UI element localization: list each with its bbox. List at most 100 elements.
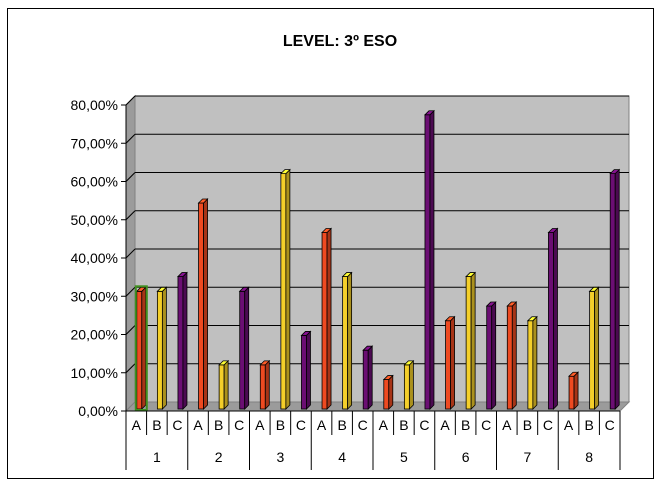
bar-front: [506, 305, 513, 410]
bar-side: [388, 374, 394, 410]
y-tick-label: 30,00%: [71, 288, 118, 304]
bar-top: [423, 110, 435, 116]
bar-highlight: [134, 285, 148, 411]
x-group-label: 4: [338, 449, 346, 465]
bar: [279, 168, 291, 410]
x-category-label: C: [543, 417, 553, 433]
x-category-label: B: [152, 417, 161, 433]
bar-side: [285, 168, 291, 410]
x-category-label: C: [358, 417, 368, 433]
bar: [300, 330, 312, 410]
bar: [423, 109, 435, 410]
bar-top: [506, 301, 518, 307]
bars: [134, 109, 621, 411]
bar-front: [589, 290, 596, 410]
x-group-label: 6: [462, 449, 470, 465]
y-tick-label: 50,00%: [71, 212, 118, 228]
bar-side: [532, 315, 538, 410]
bar: [547, 227, 559, 410]
bar-side: [306, 330, 311, 410]
bar-side: [244, 286, 250, 410]
bar: [382, 374, 394, 410]
bar: [362, 345, 374, 410]
bar-side: [470, 271, 476, 410]
x-category-label: B: [523, 417, 532, 433]
bar-side: [367, 345, 373, 410]
bar-side: [573, 371, 579, 410]
x-group-label: 8: [585, 449, 593, 465]
y-tick-label: 0,00%: [78, 403, 118, 419]
x-category-label: B: [461, 417, 470, 433]
x-category-label: C: [172, 417, 182, 433]
bar-top: [176, 272, 188, 277]
bar-side: [553, 227, 558, 410]
x-group-label: 5: [400, 449, 408, 465]
bar-front: [136, 290, 143, 410]
x-category-label: A: [502, 417, 512, 433]
bar-top: [300, 331, 312, 336]
bar-top: [526, 316, 538, 322]
x-category-label: C: [481, 417, 491, 433]
bar: [526, 315, 538, 410]
gridline-side: [125, 95, 136, 106]
bar-front: [259, 364, 266, 410]
bar-top: [403, 360, 415, 366]
bar-side: [491, 301, 497, 410]
bar-side: [429, 109, 435, 410]
bar-top: [197, 198, 209, 204]
bar-front: [527, 320, 534, 410]
bar: [156, 286, 168, 410]
bar-front: [548, 232, 554, 410]
gridline-side: [125, 363, 136, 374]
x-axis: A B C A B C A B C A B C A B C A B C A B C A B C1 2 3 4 5 6 7 8: [125, 410, 621, 470]
x-category-label: B: [584, 417, 593, 433]
y-tick-label: 60,00%: [71, 174, 118, 190]
bar-top: [321, 228, 333, 233]
x-category-label: A: [564, 417, 574, 433]
y-tick-label: 20,00%: [71, 327, 118, 343]
x-category-label: C: [605, 417, 615, 433]
bar-side: [223, 359, 229, 410]
x-category-label: A: [193, 417, 203, 433]
gridline-side: [125, 172, 136, 182]
x-group-label: 1: [153, 449, 161, 465]
bar-front: [239, 290, 246, 410]
bar-top: [609, 169, 621, 175]
bar-top: [382, 375, 394, 380]
x-category-label: A: [255, 417, 265, 433]
bar: [588, 286, 600, 410]
bar-side: [264, 359, 270, 410]
bar-front: [177, 276, 184, 410]
x-category-label: B: [214, 417, 223, 433]
bar-top: [485, 301, 497, 307]
bar: [321, 227, 333, 410]
bar-top: [238, 286, 250, 292]
bar-top: [588, 286, 600, 292]
bar-side: [450, 315, 455, 410]
x-category-label: C: [419, 417, 429, 433]
bar-front: [218, 364, 225, 410]
bar-side: [326, 227, 332, 410]
chart-title: LEVEL: 3º ESO: [283, 33, 397, 50]
x-category-label: B: [399, 417, 408, 433]
bar: [341, 271, 353, 410]
gridline-side: [125, 325, 136, 335]
bar-front: [609, 173, 616, 410]
bar-top: [341, 272, 353, 277]
bar: [238, 286, 250, 410]
bar: [403, 359, 415, 410]
bar-top: [279, 169, 291, 175]
x-category-label: A: [132, 417, 142, 433]
bar: [506, 301, 518, 410]
x-category-label: C: [234, 417, 244, 433]
bar-front: [280, 173, 287, 410]
bar-front: [156, 290, 163, 410]
x-category-label: B: [337, 417, 346, 433]
gridline-side: [125, 133, 136, 144]
bar-front: [342, 276, 349, 410]
y-tick-label: 40,00%: [71, 250, 118, 266]
y-axis: 0,00% 10,00% 20,00% 30,00% 40,00% 50,00% 60,00…: [71, 97, 127, 419]
gridlines: [125, 95, 629, 374]
bar: [197, 198, 209, 410]
